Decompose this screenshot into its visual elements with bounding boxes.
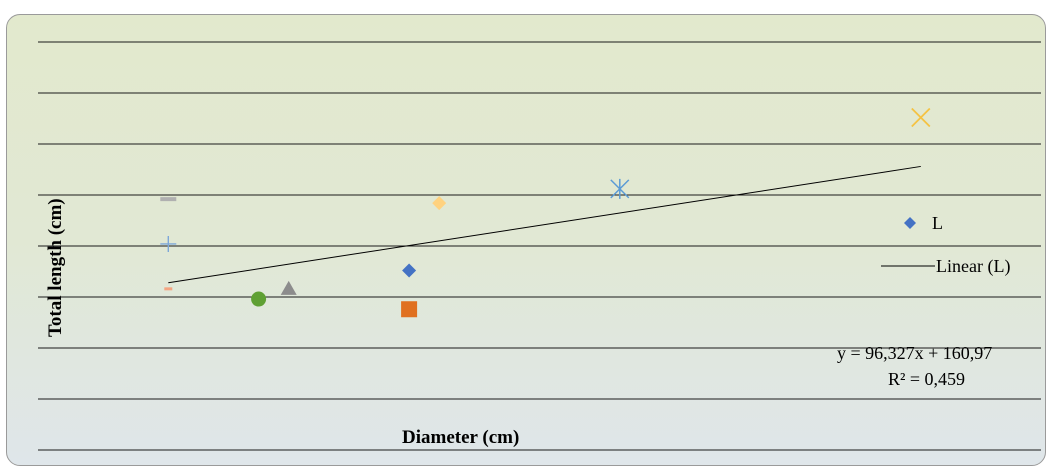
data-point-10-x [911,107,931,128]
data-point-6-diamond [402,263,417,278]
legend-marker-L [904,217,916,229]
data-point-9-asterisk [610,178,630,199]
data-point-4-triangle [280,280,297,295]
scatter-chart: L Linear (L) y = 96,327x + 160,97 R² = 0… [38,41,1041,451]
data-point-7-diamond [432,196,447,211]
data-point-1-plus [160,235,177,252]
x-axis-title: Diameter (cm) [402,427,519,448]
trendline-r-squared: R² = 0,459 [888,369,965,389]
data-point-3-circle [251,291,267,307]
trendline-equation: y = 96,327x + 160,97 [837,343,992,363]
y-axis-title: Total length (cm) [45,198,66,337]
legend-label-L: L [932,213,943,233]
trendline [168,165,921,284]
legend-label-linear: Linear (L) [936,256,1010,277]
data-point-5-square [401,301,418,318]
chart-area: L Linear (L) y = 96,327x + 160,97 R² = 0… [6,14,1046,466]
